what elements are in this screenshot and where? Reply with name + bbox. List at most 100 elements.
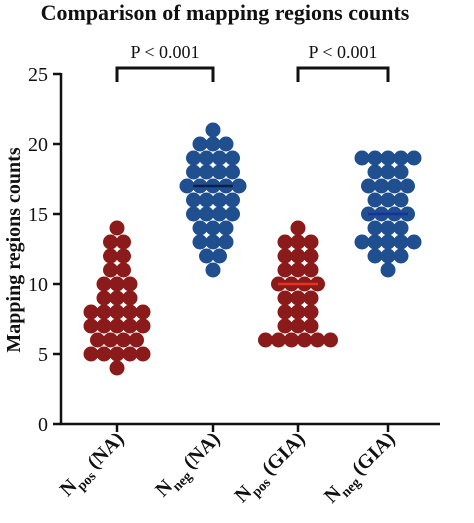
significance-bracket [296,66,390,82]
data-point [380,234,396,250]
x-tick-label: Npos(NA) [56,428,132,504]
data-point [103,262,118,278]
y-tick-label: 5 [38,344,48,366]
category-tail: (NA) [179,428,224,473]
data-point [135,304,151,320]
data-point [277,248,293,264]
data-point [103,248,118,264]
data-point [109,276,125,292]
data-point [380,220,396,236]
data-point [96,290,112,306]
data-point [367,164,383,180]
data-point [186,192,201,208]
data-point [380,248,396,264]
category-tail: (GIA) [348,428,400,480]
y-axis-label: Mapping regions counts [3,147,25,352]
data-point [205,234,221,250]
data-point [393,150,409,166]
data-point [205,262,221,278]
data-point [277,234,293,250]
data-point [109,346,125,362]
data-point [284,332,299,348]
data-point [393,248,409,264]
data-point [290,290,306,306]
data-point [367,220,383,236]
data-point [103,332,118,348]
data-point [109,220,125,236]
data-point [122,346,138,362]
data-point [116,332,131,348]
data-point [290,234,306,250]
significance-bracket [115,66,215,82]
data-point [290,220,306,236]
data-point [135,318,151,334]
y-tick-label: 0 [38,414,48,436]
data-point [303,318,319,334]
data-point [109,290,125,306]
data-point [380,150,396,166]
data-point [212,164,227,180]
data-point [199,150,214,166]
data-point [290,318,306,334]
data-point [367,248,383,264]
data-point [186,150,201,166]
data-point [361,178,376,194]
x-tick-label: Nneg(NA) [151,428,228,505]
data-point [212,150,227,166]
data-point [116,234,131,250]
data-point [83,346,99,362]
data-point [218,136,234,152]
data-point [218,234,234,250]
data-point [212,248,227,264]
data-point [406,150,422,166]
data-point [199,192,214,208]
data-point [277,262,293,278]
data-point [199,206,214,222]
data-point [192,234,208,250]
data-point [303,304,319,320]
data-point [186,206,201,222]
data-point [109,360,125,376]
data-point [380,164,396,180]
significance-label: P < 0.001 [309,42,378,62]
data-point [303,262,319,278]
data-point [205,220,221,236]
data-point [212,206,227,222]
data-point [374,178,389,194]
data-point [90,332,105,348]
data-point [258,332,273,348]
x-tick-label: Nneg(GIA) [320,428,403,511]
data-point [205,122,221,138]
data-point [225,192,240,208]
data-point [129,332,144,348]
data-point [122,276,138,292]
data-point [310,332,325,348]
data-point [393,220,409,236]
data-point [116,262,131,278]
data-point [290,304,306,320]
data-point [400,178,415,194]
chart-title: Comparison of mapping regions counts [41,0,410,25]
data-point [367,234,383,250]
data-point [83,304,99,320]
category-tail: (GIA) [258,428,310,480]
data-point [380,192,396,208]
data-point [367,192,383,208]
data-point [297,332,312,348]
data-point [205,136,221,152]
data-point [96,276,112,292]
data-point [303,234,319,250]
y-tick-label: 25 [28,64,48,86]
data-point [231,178,247,194]
y-tick-label: 10 [28,274,48,296]
data-point [199,164,214,180]
data-point [271,332,286,348]
data-point [116,248,131,264]
data-point [96,346,112,362]
data-point [192,136,208,152]
category-tail: (NA) [83,428,128,473]
data-point [186,164,201,180]
data-point [323,332,338,348]
data-point [406,234,422,250]
